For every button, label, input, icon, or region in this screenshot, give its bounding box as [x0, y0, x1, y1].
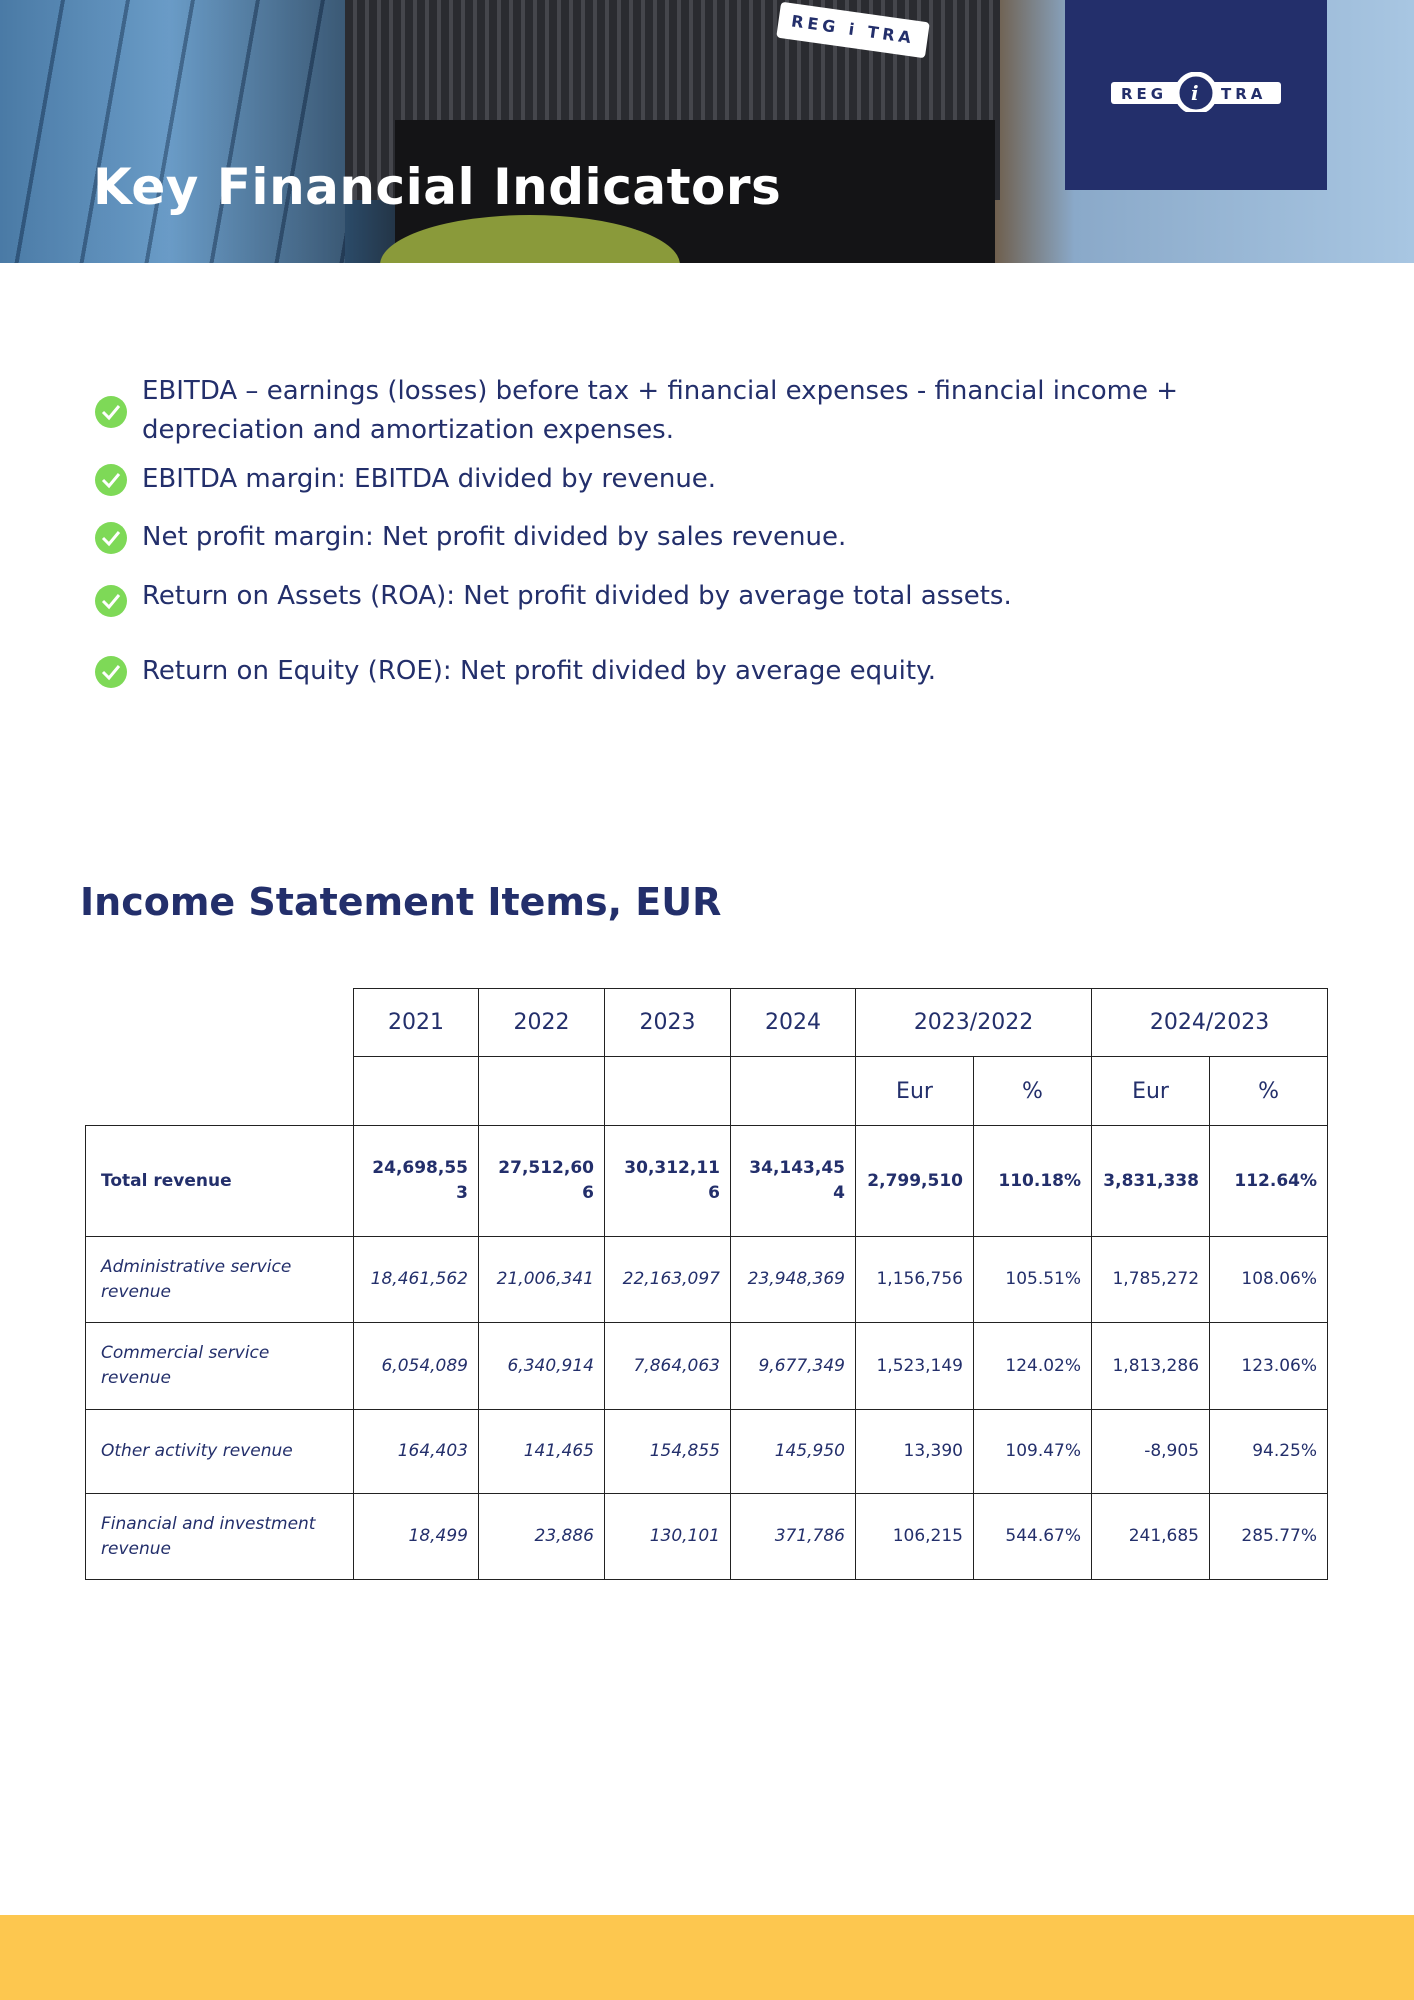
- brand-logo-box: REG i TRA: [1065, 0, 1327, 190]
- table-cell: 1,523,149: [855, 1322, 974, 1410]
- table-cell: 109.47%: [972, 1409, 1093, 1494]
- table-cell: 18,461,562: [353, 1236, 479, 1323]
- table-cell: 241,685: [1091, 1493, 1211, 1580]
- table-cell: 21,006,341: [478, 1236, 605, 1323]
- column-subheader: %: [1209, 1056, 1329, 1126]
- table-cell: 544.67%: [972, 1493, 1093, 1580]
- table-cell: 30,312,116: [604, 1125, 731, 1237]
- check-circle-icon: [95, 656, 127, 688]
- column-header: 2024: [730, 988, 856, 1057]
- table-row: Administrative service revenue 18,461,562…: [85, 1236, 1329, 1323]
- column-header: 2022: [478, 988, 605, 1057]
- table-row: Financial and investment revenue 18,499 23…: [85, 1493, 1329, 1580]
- table-row: Total revenue 24,698,553 27,512,606 30,312,…: [85, 1125, 1329, 1237]
- table-cell: 123.06%: [1209, 1322, 1329, 1410]
- row-label: Financial and investment revenue: [85, 1493, 354, 1580]
- svg-text:i: i: [1191, 81, 1199, 105]
- regitra-logo: REG i TRA: [1111, 72, 1281, 112]
- row-label: Total revenue: [85, 1125, 354, 1237]
- table-cell: 3,831,338: [1091, 1125, 1211, 1237]
- table-cell: 110.18%: [972, 1125, 1093, 1237]
- table-cell: -8,905: [1091, 1409, 1211, 1494]
- row-label: Other activity revenue: [85, 1409, 354, 1494]
- column-header: 2023/2022: [854, 988, 1093, 1057]
- list-item: EBITDA margin: EBITDA divided by revenue…: [95, 460, 1335, 499]
- svg-text:TRA: TRA: [1221, 85, 1266, 103]
- column-subheader: %: [972, 1056, 1093, 1126]
- column-header: 2024/2023: [1091, 988, 1329, 1057]
- table-cell: 124.02%: [972, 1322, 1093, 1410]
- table-row: Commercial service revenue 6,054,089 6,340…: [85, 1322, 1329, 1410]
- list-item: Return on Assets (ROA): Net profit divid…: [95, 577, 1335, 617]
- table-row: Other activity revenue 164,403 141,465 154,…: [85, 1409, 1329, 1494]
- table-cell: 105.51%: [972, 1236, 1093, 1323]
- svg-text:REG: REG: [1121, 85, 1167, 103]
- column-header: 2023: [604, 988, 731, 1057]
- table-cell: 6,340,914: [478, 1322, 605, 1410]
- table-cell: 1,156,756: [855, 1236, 974, 1323]
- section-title: Income Statement Items, EUR: [80, 880, 722, 924]
- table-cell: 108.06%: [1209, 1236, 1329, 1323]
- check-circle-icon: [95, 464, 127, 496]
- table-cell: 27,512,606: [478, 1125, 605, 1237]
- table-cell: 23,886: [478, 1493, 605, 1580]
- table-cell: 2,799,510: [855, 1125, 974, 1237]
- check-circle-icon: [95, 396, 127, 428]
- check-circle-icon: [95, 522, 127, 554]
- table-cell: 1,813,286: [1091, 1322, 1211, 1410]
- column-subheader: Eur: [855, 1056, 974, 1126]
- list-item: Return on Equity (ROE): Net profit divid…: [95, 652, 1335, 691]
- table-cell: 6,054,089: [353, 1322, 479, 1410]
- table-cell: 13,390: [855, 1409, 974, 1494]
- table-cell: 24,698,553: [353, 1125, 479, 1237]
- table-cell: 141,465: [478, 1409, 605, 1494]
- column-header: 2021: [353, 988, 479, 1057]
- building-glass-facade: [0, 0, 345, 263]
- list-item: EBITDA – earnings (losses) before tax + …: [95, 372, 1335, 450]
- header-row: 2021 2022 2023 2024 2023/2022 2024/2023: [86, 988, 1329, 1057]
- row-label: Commercial service revenue: [85, 1322, 354, 1410]
- income-statement-table: 2021 2022 2023 2024 2023/2022 2024/2023 …: [85, 988, 1329, 1580]
- row-label: Administrative service revenue: [85, 1236, 354, 1323]
- table-cell: 7,864,063: [604, 1322, 731, 1410]
- table-cell: 112.64%: [1209, 1125, 1329, 1237]
- table-cell: 285.77%: [1209, 1493, 1329, 1580]
- list-item: Net profit margin: Net profit divided by…: [95, 518, 1335, 557]
- header-banner: REG i TRA Key Financial Indicators REG i…: [0, 0, 1414, 263]
- table-cell: 18,499: [353, 1493, 479, 1580]
- table-cell: 164,403: [353, 1409, 479, 1494]
- table-cell: 1,785,272: [1091, 1236, 1211, 1323]
- footer-bar: [0, 1915, 1414, 2000]
- table-cell: 94.25%: [1209, 1409, 1329, 1494]
- table-cell: 371,786: [730, 1493, 856, 1580]
- page-title: Key Financial Indicators: [93, 158, 782, 216]
- table-cell: 145,950: [730, 1409, 856, 1494]
- table-cell: 106,215: [855, 1493, 974, 1580]
- table-cell: 23,948,369: [730, 1236, 856, 1323]
- definitions-list: EBITDA – earnings (losses) before tax + …: [95, 372, 1335, 691]
- table-cell: 154,855: [604, 1409, 731, 1494]
- table-cell: 34,143,454: [730, 1125, 856, 1237]
- column-subheader: Eur: [1091, 1056, 1211, 1126]
- table-cell: 9,677,349: [730, 1322, 856, 1410]
- table-cell: 130,101: [604, 1493, 731, 1580]
- table-cell: 22,163,097: [604, 1236, 731, 1323]
- check-circle-icon: [95, 585, 127, 617]
